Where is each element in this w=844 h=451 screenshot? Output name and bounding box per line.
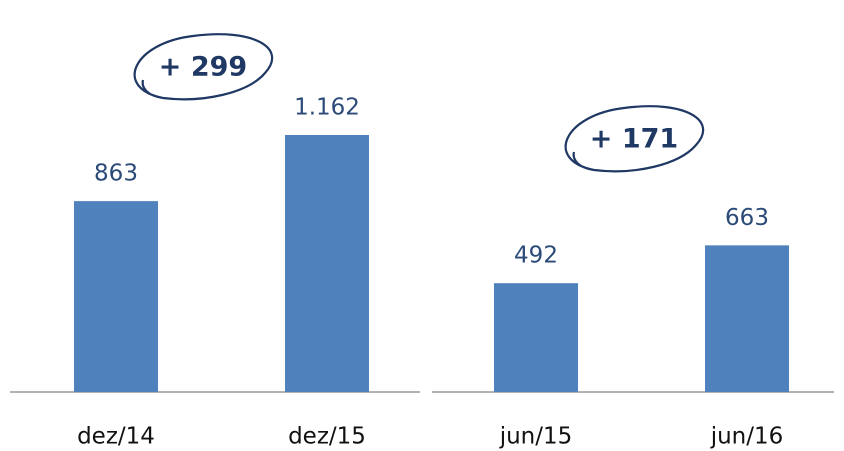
bar <box>494 283 578 392</box>
bar <box>74 201 158 392</box>
bar <box>285 135 369 392</box>
bar <box>705 245 789 392</box>
x-tick-label: jun/15 <box>499 424 573 450</box>
x-tick-label: jun/16 <box>710 424 784 450</box>
annotation: + 299 <box>159 52 247 83</box>
x-tick-label: dez/15 <box>288 424 366 450</box>
value-label: 863 <box>94 161 138 187</box>
value-label: 492 <box>514 243 558 269</box>
annotation-circle <box>133 33 273 101</box>
value-label: 1.162 <box>294 95 360 121</box>
annotation: + 171 <box>590 124 678 155</box>
value-label: 663 <box>725 205 769 231</box>
x-tick-label: dez/14 <box>77 424 155 450</box>
annotation-circle <box>564 105 704 173</box>
